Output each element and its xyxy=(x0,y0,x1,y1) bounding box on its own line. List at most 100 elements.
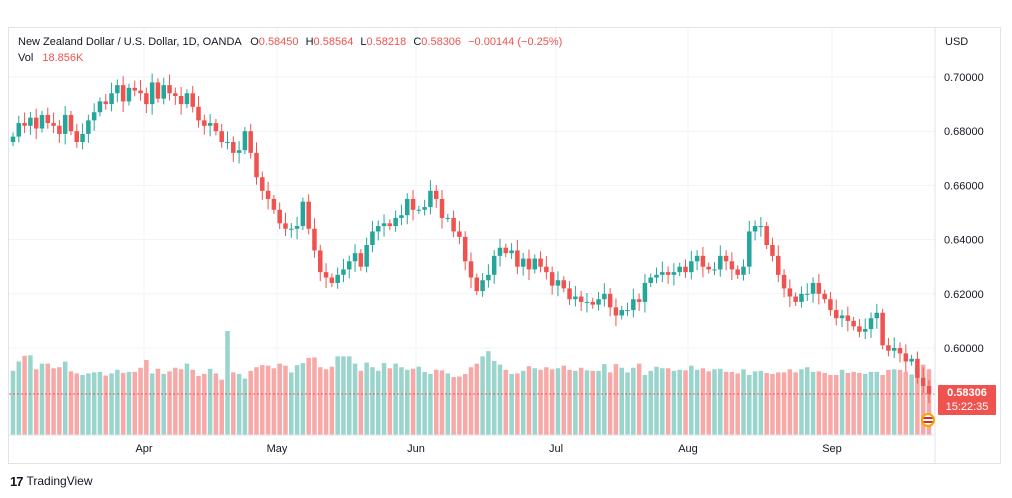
candle-body xyxy=(833,310,839,319)
candle xyxy=(283,212,288,237)
candle xyxy=(219,123,224,148)
symbol-legend[interactable]: New Zealand Dollar / U.S. Dollar, 1D, OA… xyxy=(18,36,562,48)
candle-body xyxy=(578,296,584,302)
volume-bar xyxy=(306,357,311,435)
candle xyxy=(115,79,120,103)
candle xyxy=(677,262,682,277)
volume-bar xyxy=(665,368,671,435)
candle xyxy=(202,114,207,135)
volume-bar xyxy=(404,369,410,435)
y-tick-label: 0.64000 xyxy=(944,235,984,247)
candle-body xyxy=(862,329,868,332)
volume-bar xyxy=(862,373,868,435)
volume-bar xyxy=(439,370,445,435)
volume-bar xyxy=(561,365,567,435)
candle-body xyxy=(358,253,364,267)
candle-body xyxy=(86,120,91,134)
candle xyxy=(161,77,166,105)
volume-bar xyxy=(770,373,775,435)
candle xyxy=(335,267,340,289)
candle-body xyxy=(213,123,219,132)
candle xyxy=(578,290,584,311)
candle-body xyxy=(926,385,932,395)
volume-bar xyxy=(549,369,555,435)
volume-bar xyxy=(10,370,16,435)
candle xyxy=(891,337,897,359)
candle xyxy=(254,142,259,185)
volume-bar xyxy=(891,369,897,435)
candle xyxy=(57,120,62,143)
candle xyxy=(312,218,317,258)
volume-bar xyxy=(271,368,277,435)
volume-bar xyxy=(103,375,109,435)
high-label: H xyxy=(305,36,314,48)
us-flag-icon[interactable] xyxy=(921,413,935,427)
volume-bar xyxy=(660,368,665,435)
candle-body xyxy=(22,123,27,126)
volume-bar xyxy=(480,356,485,435)
volume-bar xyxy=(758,370,764,435)
candle xyxy=(718,245,723,277)
candle-body xyxy=(196,106,201,121)
candle-body xyxy=(109,93,114,105)
volume-bar xyxy=(80,374,85,435)
volume-bar xyxy=(799,369,804,435)
candle-body xyxy=(91,112,97,121)
candle-body xyxy=(526,258,532,270)
candle xyxy=(329,273,335,288)
price-axis[interactable]: 0.60000 0.62000 0.64000 0.66000 0.68000 0.700… xyxy=(944,72,984,355)
candle-body xyxy=(277,209,282,224)
y-tick-label: 0.62000 xyxy=(944,289,984,301)
candle-body xyxy=(57,125,62,134)
candle xyxy=(231,136,236,162)
volume-bar xyxy=(346,356,352,435)
candle xyxy=(636,293,642,311)
candle xyxy=(486,264,491,288)
candle-body xyxy=(625,310,630,312)
volume-bar xyxy=(781,372,787,435)
candle xyxy=(97,97,103,117)
candle-body xyxy=(219,131,224,143)
candle xyxy=(781,269,787,298)
candle xyxy=(62,105,68,145)
volume-bar xyxy=(335,356,340,435)
volume-bar xyxy=(584,370,590,435)
tradingview-footer[interactable]: 17 TradingView xyxy=(10,472,93,490)
volume-bar xyxy=(399,367,404,435)
symbol-title: New Zealand Dollar / U.S. Dollar, 1D, OA… xyxy=(18,36,242,48)
candle xyxy=(248,123,253,159)
candle-body xyxy=(16,123,22,137)
volume-value: 18.856K xyxy=(42,52,84,64)
candle xyxy=(903,344,909,373)
candle xyxy=(561,276,567,293)
volume-bar xyxy=(115,369,120,435)
volume-bar xyxy=(149,373,155,435)
candle xyxy=(723,250,729,271)
candle xyxy=(480,272,485,297)
volume-bar xyxy=(706,371,711,435)
volume-bar xyxy=(851,371,856,435)
time-axis[interactable]: Apr May Jun Jul Aug Sep xyxy=(135,443,841,455)
volume-bar xyxy=(184,363,190,435)
volume-bar xyxy=(497,364,503,435)
candle-body xyxy=(428,190,433,208)
candle xyxy=(520,252,526,276)
candle xyxy=(103,94,109,110)
volume-legend[interactable]: Vol 18.856K xyxy=(18,52,83,64)
candle xyxy=(874,303,880,329)
candle-body xyxy=(544,266,549,273)
candle xyxy=(631,288,636,318)
candle xyxy=(126,83,132,106)
candle-body xyxy=(648,277,653,283)
volume-bar xyxy=(677,369,682,435)
volume-bar xyxy=(329,366,335,435)
volume-bar xyxy=(619,367,624,435)
candle xyxy=(567,281,572,305)
candle xyxy=(265,181,271,210)
volume-bar xyxy=(155,368,161,435)
volume-bar xyxy=(474,363,480,435)
close-label: C xyxy=(413,36,422,48)
volume-bar xyxy=(277,363,282,435)
candle xyxy=(236,141,242,164)
